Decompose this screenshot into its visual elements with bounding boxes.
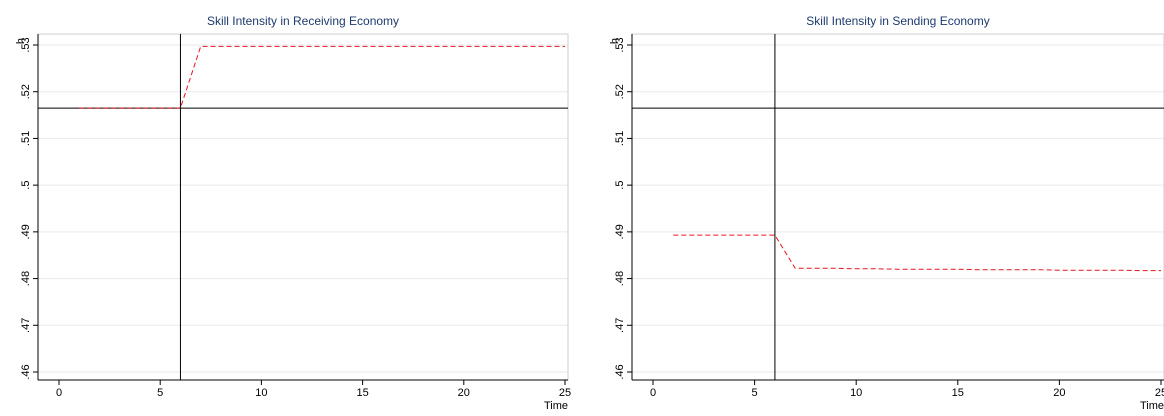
y-tick-label: .47	[614, 318, 626, 333]
y-axis-label: h	[609, 38, 621, 44]
y-tick-label: .52	[614, 84, 626, 99]
y-tick-label: .46	[20, 364, 32, 379]
y-tick-label: .47	[20, 318, 32, 333]
chart-sending-economy: Skill Intensity in Sending Economy .46 .47…	[609, 14, 1164, 412]
x-tick-label: 20	[1053, 387, 1065, 399]
chart-title: Skill Intensity in Receiving Economy	[207, 14, 399, 28]
y-axis-label: h	[15, 38, 27, 44]
x-tick-label: 15	[952, 387, 964, 399]
y-tick-label: .46	[614, 364, 626, 379]
x-tick-label: 0	[56, 387, 62, 399]
x-tick-label: 25	[559, 387, 571, 399]
y-tick-label: .49	[614, 224, 626, 239]
y-tick-label: .5	[20, 181, 32, 190]
x-axis-label: Time	[544, 400, 568, 412]
x-tick-label: 5	[157, 387, 163, 399]
series-line	[673, 234, 1161, 272]
y-tick-label: .53	[614, 37, 626, 52]
x-tick-label: 0	[650, 387, 656, 399]
y-tick-label: .51	[20, 131, 32, 146]
y-tick-label: .49	[20, 224, 32, 239]
plot-border	[37, 33, 569, 381]
x-tick-label: 5	[752, 387, 758, 399]
chart-panel-receiving: Skill Intensity in Receiving Economy .46.…	[0, 0, 580, 416]
x-axis-label: Time	[1140, 400, 1164, 412]
y-tick-label: .48	[614, 271, 626, 286]
x-tick-label: 20	[458, 387, 470, 399]
x-tick-label: 25	[1155, 387, 1164, 399]
x-tick-label: 15	[356, 387, 368, 399]
y-tick-label: .53	[20, 37, 32, 52]
chart-panel-sending: Skill Intensity in Sending Economy .46 .47…	[594, 0, 1164, 416]
chart-title: Skill Intensity in Sending Economy	[806, 14, 989, 28]
series-line	[79, 45, 565, 109]
y-tick-label: .5	[614, 181, 626, 190]
x-tick-label: 10	[255, 387, 267, 399]
y-tick-label: .51	[614, 131, 626, 146]
chart-receiving-economy: Skill Intensity in Receiving Economy .46.…	[15, 14, 571, 412]
y-tick-label: .48	[20, 271, 32, 286]
plot-border	[631, 33, 1164, 381]
y-tick-label: .52	[20, 84, 32, 99]
x-tick-label: 10	[850, 387, 862, 399]
